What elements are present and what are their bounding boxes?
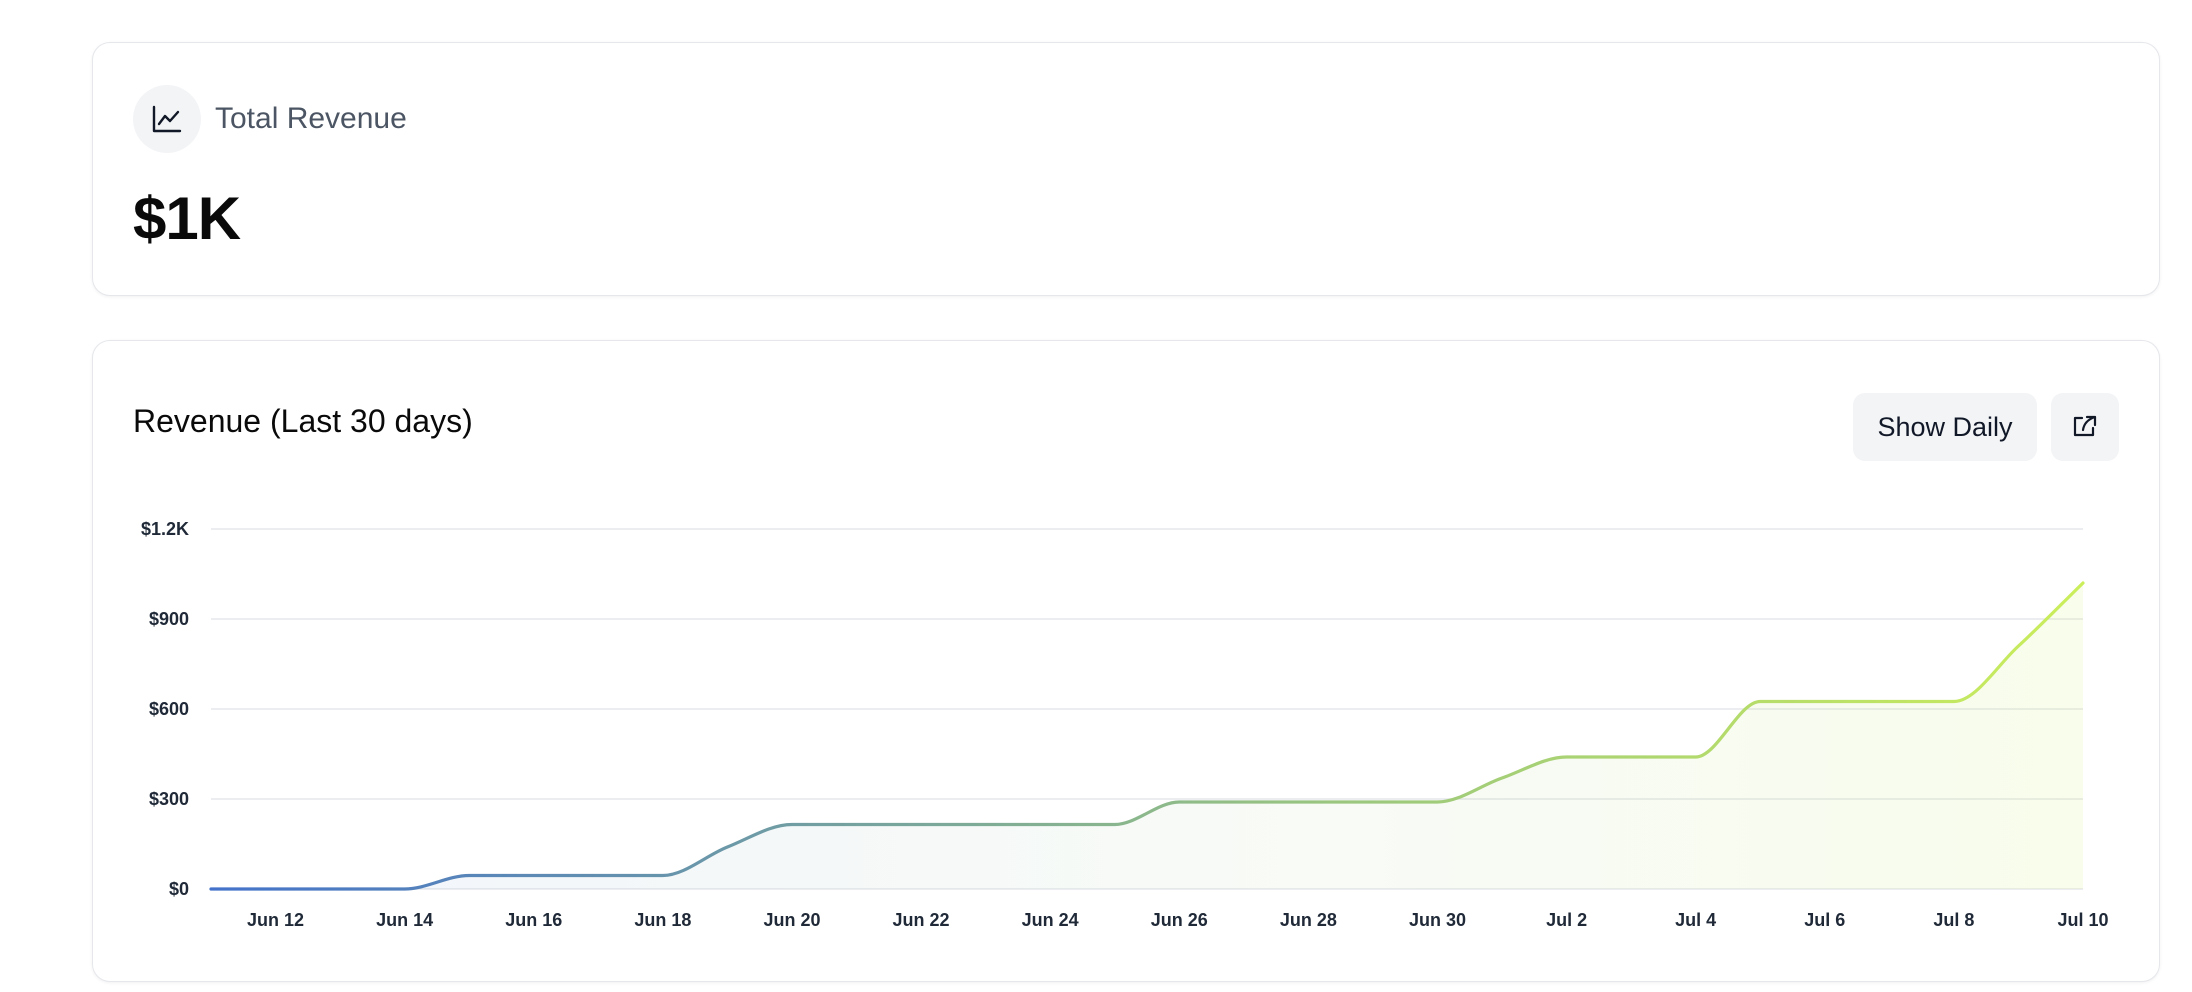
x-tick-label: Jun 18 (634, 910, 691, 930)
data-point (1305, 799, 1311, 805)
show-daily-button[interactable]: Show Daily (1853, 393, 2037, 461)
data-point (595, 873, 601, 879)
data-point (402, 886, 408, 892)
data-point (1499, 775, 1505, 781)
line-chart-icon (133, 85, 201, 153)
x-tick-label: Jul 4 (1675, 910, 1716, 930)
x-tick-label: Jun 26 (1151, 910, 1208, 930)
data-point (466, 873, 472, 879)
chart-title: Revenue (Last 30 days) (133, 403, 473, 439)
data-point (531, 873, 537, 879)
x-tick-label: Jun 24 (1022, 910, 1079, 930)
data-point (983, 822, 989, 828)
y-tick-label: $900 (149, 609, 189, 629)
x-tick-label: Jul 6 (1804, 910, 1845, 930)
revenue-series-line (209, 581, 2085, 891)
data-point (1112, 822, 1118, 828)
revenue-line-chart: $0 $300 $600 $900 $1.2K Jun 12 Jun 14 Jun 16 Jun… (141, 519, 2109, 930)
data-point (1693, 754, 1699, 760)
y-tick-label: $600 (149, 699, 189, 719)
y-tick-label: $0 (169, 879, 189, 899)
x-tick-label: Jun 12 (247, 910, 304, 930)
data-point (1241, 799, 1247, 805)
share-button[interactable] (2051, 393, 2119, 461)
data-point (854, 822, 860, 828)
x-tick-label: Jun 22 (893, 910, 950, 930)
data-point (273, 886, 279, 892)
data-point (1951, 699, 1957, 705)
data-point (1628, 754, 1634, 760)
y-tick-label: $1.2K (141, 519, 189, 539)
data-point (660, 873, 666, 879)
data-point (337, 886, 343, 892)
data-point (1434, 799, 1440, 805)
share-icon (2072, 414, 2098, 441)
x-tick-label: Jun 20 (763, 910, 820, 930)
data-point (1757, 699, 1763, 705)
data-point (1886, 699, 1892, 705)
x-tick-label: Jun 14 (376, 910, 433, 930)
total-revenue-card: Total Revenue $1K (92, 42, 2160, 296)
x-tick-label: Jun 16 (505, 910, 562, 930)
x-tick-label: Jul 2 (1546, 910, 1587, 930)
data-point (2080, 580, 2086, 586)
y-tick-label: $300 (149, 789, 189, 809)
data-point (1822, 699, 1828, 705)
x-tick-label: Jun 30 (1409, 910, 1466, 930)
total-revenue-value: $1K (133, 185, 241, 252)
data-point (1176, 799, 1182, 805)
x-tick-label: Jun 28 (1280, 910, 1337, 930)
total-revenue-label: Total Revenue (215, 102, 407, 135)
data-point (1564, 754, 1570, 760)
x-tick-label: Jul 8 (1933, 910, 1974, 930)
data-point (1047, 822, 1053, 828)
x-tick-label: Jul 10 (2057, 910, 2108, 930)
data-point (724, 844, 730, 850)
data-point (789, 822, 795, 828)
data-point (2015, 643, 2021, 649)
data-point (208, 886, 214, 892)
revenue-chart-card: Revenue (Last 30 days) Show Daily $0 $300… (92, 340, 2160, 982)
data-point (1370, 799, 1376, 805)
data-point (918, 822, 924, 828)
revenue-area-fill (211, 583, 2083, 889)
